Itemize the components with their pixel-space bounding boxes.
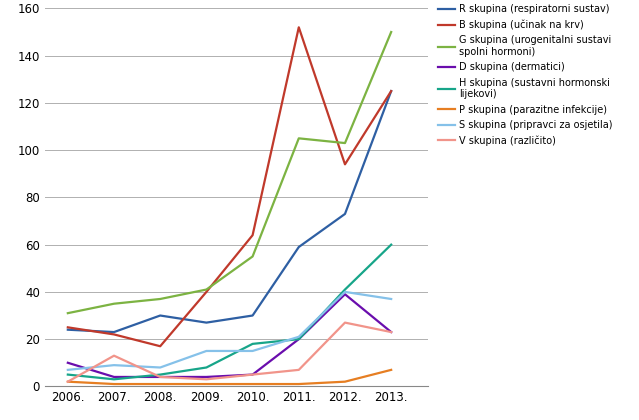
Legend: R skupina (respiratorni sustav), B skupina (učinak na krv), G skupina (urogenita: R skupina (respiratorni sustav), B skupi…: [438, 4, 613, 146]
